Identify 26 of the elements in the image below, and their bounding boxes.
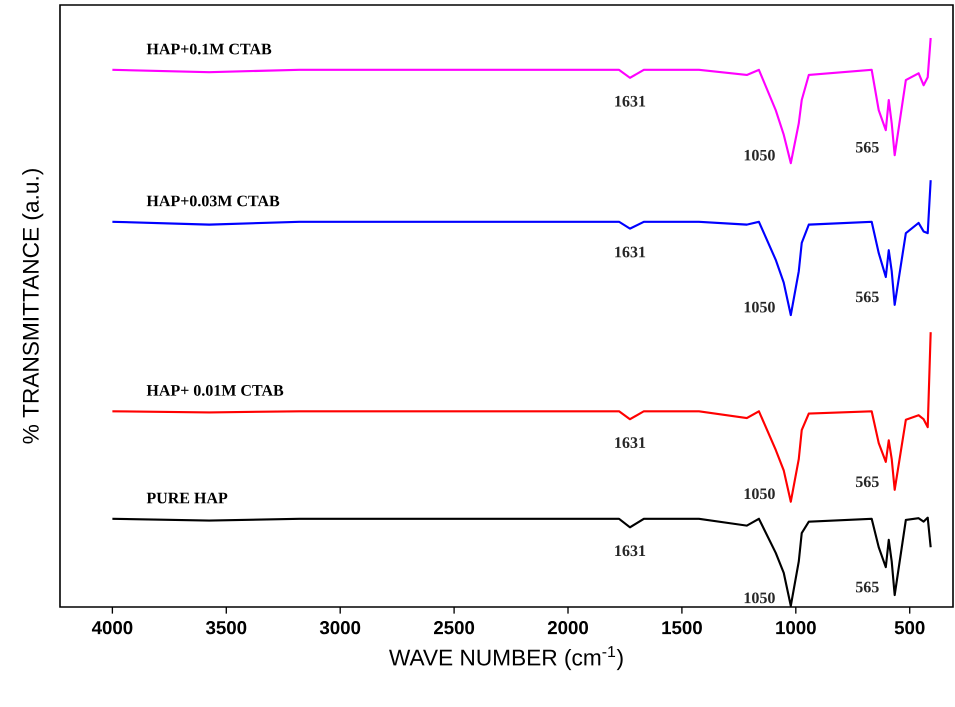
- x-tick-label: 2500: [434, 621, 474, 634]
- annotation: 1631: [615, 545, 646, 556]
- x-tick-label: 3500: [206, 621, 246, 634]
- annotation: 1631: [615, 437, 646, 448]
- series-label: PURE HAP: [146, 492, 228, 504]
- annotation: 565: [856, 582, 879, 592]
- annotation: 565: [856, 291, 879, 302]
- annotation: 1631: [615, 96, 646, 107]
- series-label: HAP+0.03M CTAB: [146, 196, 280, 206]
- x-tick-label: 3000: [320, 621, 360, 634]
- annotation: 1050: [744, 150, 775, 161]
- x-tick-label: 1000: [776, 621, 816, 634]
- y-axis-title: % TRANSMITTANCE (a.u.): [22, 169, 44, 444]
- annotation: 1631: [615, 246, 646, 258]
- x-tick-label: 1500: [662, 621, 702, 634]
- annotation: 1050: [744, 302, 775, 312]
- annotation: 565: [856, 142, 879, 153]
- annotation: 1050: [744, 488, 775, 500]
- x-tick-label: 500: [894, 621, 925, 634]
- series-label: HAP+0.1M CTAB: [146, 44, 272, 54]
- annotation: 565: [856, 476, 879, 488]
- x-tick-label: 2000: [548, 621, 588, 634]
- annotation: 1050: [744, 592, 775, 604]
- series-label: HAP+ 0.01M CTAB: [146, 385, 284, 396]
- x-axis-title: WAVE NUMBER (cm$^{-1}$): [389, 646, 623, 670]
- x-tick-label: 4000: [92, 621, 132, 634]
